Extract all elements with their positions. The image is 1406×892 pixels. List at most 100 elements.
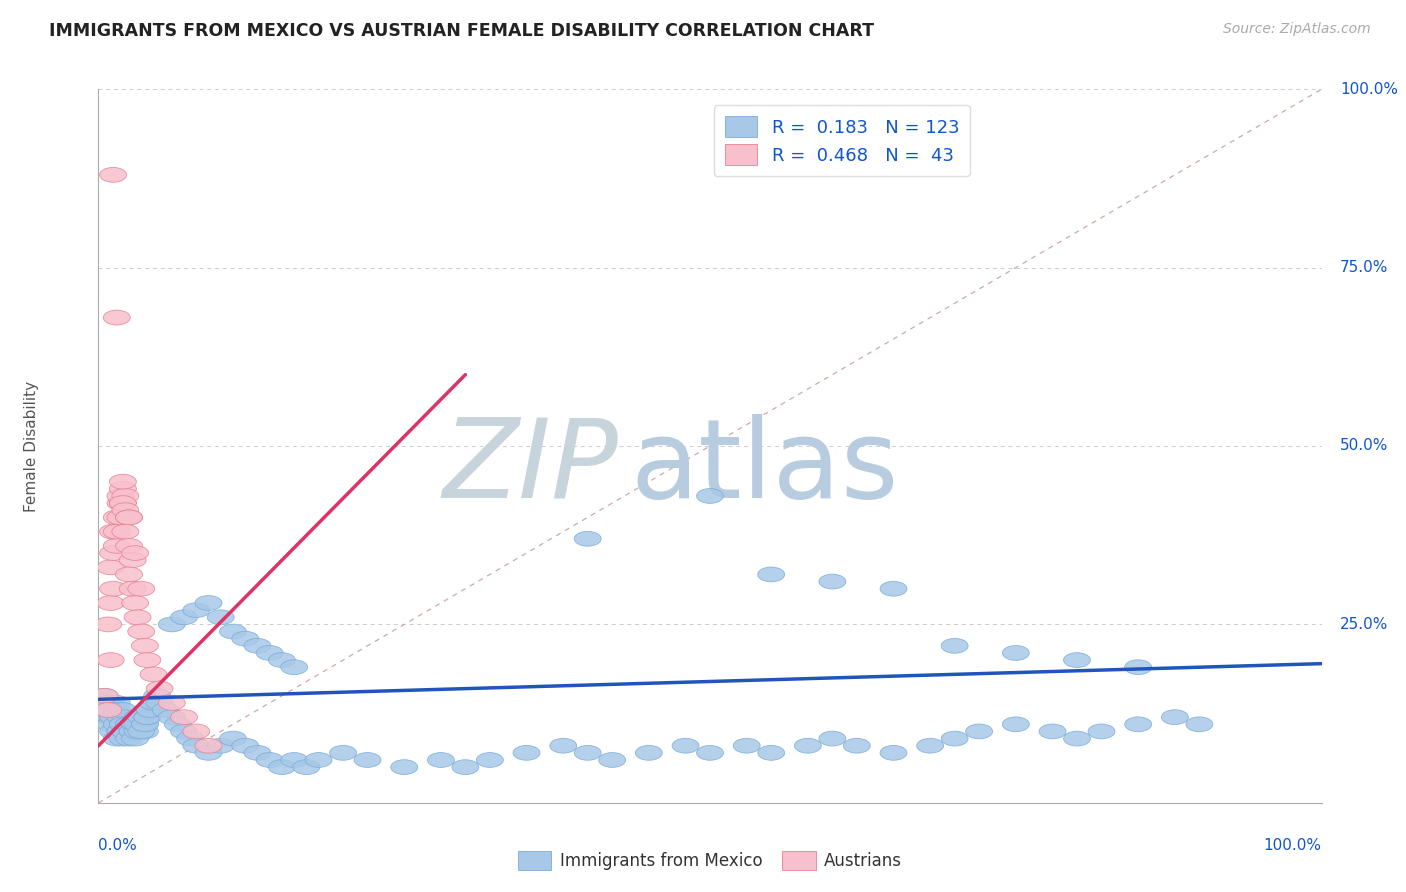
Ellipse shape [159, 696, 186, 710]
Ellipse shape [107, 710, 134, 724]
Ellipse shape [427, 753, 454, 767]
Ellipse shape [1039, 724, 1066, 739]
Ellipse shape [100, 703, 127, 717]
Ellipse shape [451, 760, 479, 774]
Text: 50.0%: 50.0% [1340, 439, 1388, 453]
Ellipse shape [124, 710, 150, 724]
Ellipse shape [103, 510, 131, 524]
Ellipse shape [103, 717, 131, 731]
Ellipse shape [103, 310, 131, 325]
Ellipse shape [91, 689, 118, 703]
Ellipse shape [170, 710, 197, 724]
Ellipse shape [170, 610, 197, 624]
Ellipse shape [136, 703, 163, 717]
Ellipse shape [97, 717, 124, 731]
Ellipse shape [94, 710, 122, 724]
Ellipse shape [672, 739, 699, 753]
Ellipse shape [232, 632, 259, 646]
Ellipse shape [574, 746, 602, 760]
Ellipse shape [115, 510, 142, 524]
Ellipse shape [97, 703, 124, 717]
Ellipse shape [207, 610, 235, 624]
Ellipse shape [599, 753, 626, 767]
Ellipse shape [100, 524, 127, 539]
Ellipse shape [165, 717, 191, 731]
Ellipse shape [122, 717, 149, 731]
Ellipse shape [269, 760, 295, 774]
Ellipse shape [128, 710, 155, 724]
Ellipse shape [183, 724, 209, 739]
Ellipse shape [120, 724, 146, 739]
Ellipse shape [110, 496, 136, 510]
Ellipse shape [134, 653, 160, 667]
Ellipse shape [122, 717, 149, 731]
Ellipse shape [120, 553, 146, 567]
Ellipse shape [917, 739, 943, 753]
Ellipse shape [100, 724, 127, 739]
Ellipse shape [115, 717, 142, 731]
Ellipse shape [1125, 717, 1152, 731]
Ellipse shape [146, 696, 173, 710]
Ellipse shape [103, 703, 131, 717]
Text: Source: ZipAtlas.com: Source: ZipAtlas.com [1223, 22, 1371, 37]
Ellipse shape [1125, 660, 1152, 674]
Ellipse shape [1161, 710, 1188, 724]
Ellipse shape [103, 539, 131, 553]
Ellipse shape [477, 753, 503, 767]
Ellipse shape [391, 760, 418, 774]
Ellipse shape [120, 724, 146, 739]
Text: 100.0%: 100.0% [1340, 82, 1398, 96]
Ellipse shape [128, 582, 155, 596]
Ellipse shape [183, 739, 209, 753]
Ellipse shape [245, 746, 271, 760]
Ellipse shape [122, 546, 149, 560]
Ellipse shape [94, 617, 122, 632]
Ellipse shape [195, 739, 222, 753]
Ellipse shape [844, 739, 870, 753]
Ellipse shape [1088, 724, 1115, 739]
Ellipse shape [354, 753, 381, 767]
Ellipse shape [100, 710, 127, 724]
Ellipse shape [107, 489, 134, 503]
Ellipse shape [103, 524, 131, 539]
Ellipse shape [269, 653, 295, 667]
Ellipse shape [134, 710, 160, 724]
Ellipse shape [329, 746, 357, 760]
Ellipse shape [110, 482, 136, 496]
Text: IMMIGRANTS FROM MEXICO VS AUSTRIAN FEMALE DISABILITY CORRELATION CHART: IMMIGRANTS FROM MEXICO VS AUSTRIAN FEMAL… [49, 22, 875, 40]
Ellipse shape [110, 496, 136, 510]
Ellipse shape [195, 596, 222, 610]
Ellipse shape [112, 489, 139, 503]
Ellipse shape [120, 724, 146, 739]
Ellipse shape [120, 724, 146, 739]
Ellipse shape [94, 703, 122, 717]
Ellipse shape [128, 717, 155, 731]
Ellipse shape [146, 681, 173, 696]
Ellipse shape [122, 731, 149, 746]
Ellipse shape [152, 703, 179, 717]
Ellipse shape [880, 746, 907, 760]
Ellipse shape [122, 596, 149, 610]
Ellipse shape [97, 696, 124, 710]
Text: 100.0%: 100.0% [1264, 838, 1322, 854]
Ellipse shape [1063, 653, 1091, 667]
Ellipse shape [880, 582, 907, 596]
Ellipse shape [112, 724, 139, 739]
Ellipse shape [574, 532, 602, 546]
Ellipse shape [124, 610, 150, 624]
Ellipse shape [110, 717, 136, 731]
Ellipse shape [550, 739, 576, 753]
Ellipse shape [305, 753, 332, 767]
Ellipse shape [281, 660, 308, 674]
Ellipse shape [159, 710, 186, 724]
Ellipse shape [115, 510, 142, 524]
Ellipse shape [1002, 646, 1029, 660]
Ellipse shape [177, 731, 204, 746]
Ellipse shape [103, 696, 131, 710]
Ellipse shape [131, 717, 159, 731]
Ellipse shape [219, 731, 246, 746]
Ellipse shape [115, 567, 142, 582]
Ellipse shape [128, 724, 155, 739]
Ellipse shape [122, 717, 149, 731]
Ellipse shape [115, 717, 142, 731]
